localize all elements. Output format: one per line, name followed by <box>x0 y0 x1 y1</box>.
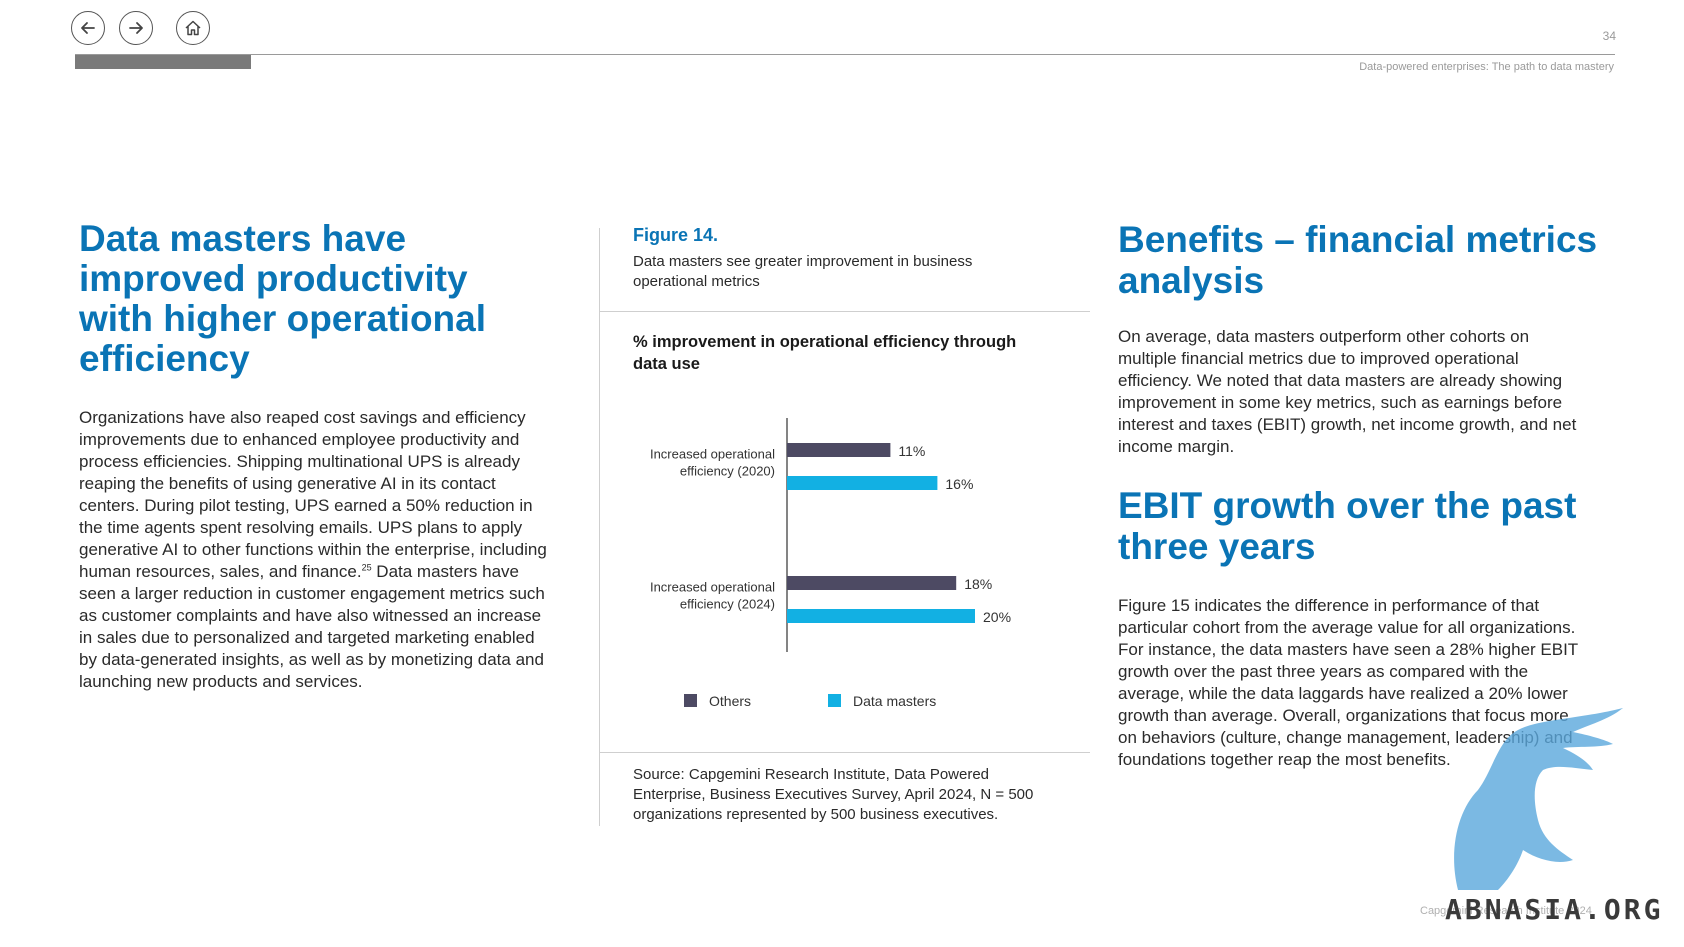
bar-data-masters <box>787 476 938 490</box>
ebit-heading: EBIT growth over the past three years <box>1118 485 1577 567</box>
home-button[interactable] <box>176 11 210 45</box>
home-icon <box>185 20 201 36</box>
body-text-part1: Organizations have also reaped cost savi… <box>79 408 547 581</box>
header-rule <box>75 54 1615 55</box>
bar-others <box>787 443 891 457</box>
arrow-left-icon <box>81 22 95 34</box>
figure-label: Figure 14. <box>633 225 719 245</box>
griffin-logo-icon <box>1454 708 1623 890</box>
document-title: Data-powered enterprises: The path to da… <box>1359 61 1614 73</box>
legend-label: Data masters <box>853 693 936 709</box>
chart-title: % improvement in operational efficiency … <box>633 333 1017 373</box>
ebit-paragraph: Figure 15 indicates the difference in pe… <box>1118 596 1578 769</box>
data-label: 16% <box>945 476 973 492</box>
arrow-right-icon <box>129 22 143 34</box>
legend-swatch <box>828 694 841 707</box>
bar-chart: Increased operational efficiency (2020) 11… <box>650 418 1011 709</box>
figure-source: Source: Capgemini Research Institute, Da… <box>633 766 1034 823</box>
bar-others <box>787 576 957 590</box>
column-divider <box>599 228 600 826</box>
footnote-ref[interactable]: 25 <box>361 562 372 573</box>
figure-divider-bottom <box>600 752 1090 753</box>
figure-caption: Data masters see greater improvement in … <box>633 253 973 290</box>
body-paragraph: Organizations have also reaped cost savi… <box>79 407 549 693</box>
watermark-text: ABNASIA.ORG <box>1445 893 1664 926</box>
benefits-paragraph: On average, data masters outperform othe… <box>1118 327 1577 456</box>
data-label: 18% <box>964 576 992 592</box>
data-label: 11% <box>898 443 925 459</box>
data-label: 20% <box>983 609 1011 625</box>
figure-divider-top <box>600 311 1090 312</box>
category-label: Increased operational <box>650 580 775 595</box>
back-button[interactable] <box>71 11 105 45</box>
benefits-heading: Benefits – financial metrics analysis <box>1118 219 1598 301</box>
legend-label: Others <box>709 693 751 709</box>
category-label: efficiency (2020) <box>680 464 775 479</box>
footer-text: Capgemini Research Institute 2024 <box>1420 905 1592 917</box>
page-number: 34 <box>1602 29 1616 43</box>
reading-progress-bar <box>75 55 251 69</box>
bar-data-masters <box>787 609 975 623</box>
body-text-part2: Data masters have seen a larger reductio… <box>79 562 545 691</box>
forward-button[interactable] <box>119 11 153 45</box>
section-heading: Data masters have improved productivity … <box>79 218 487 379</box>
legend-swatch <box>684 694 697 707</box>
category-label: Increased operational <box>650 447 775 462</box>
category-label: efficiency (2024) <box>680 597 775 612</box>
